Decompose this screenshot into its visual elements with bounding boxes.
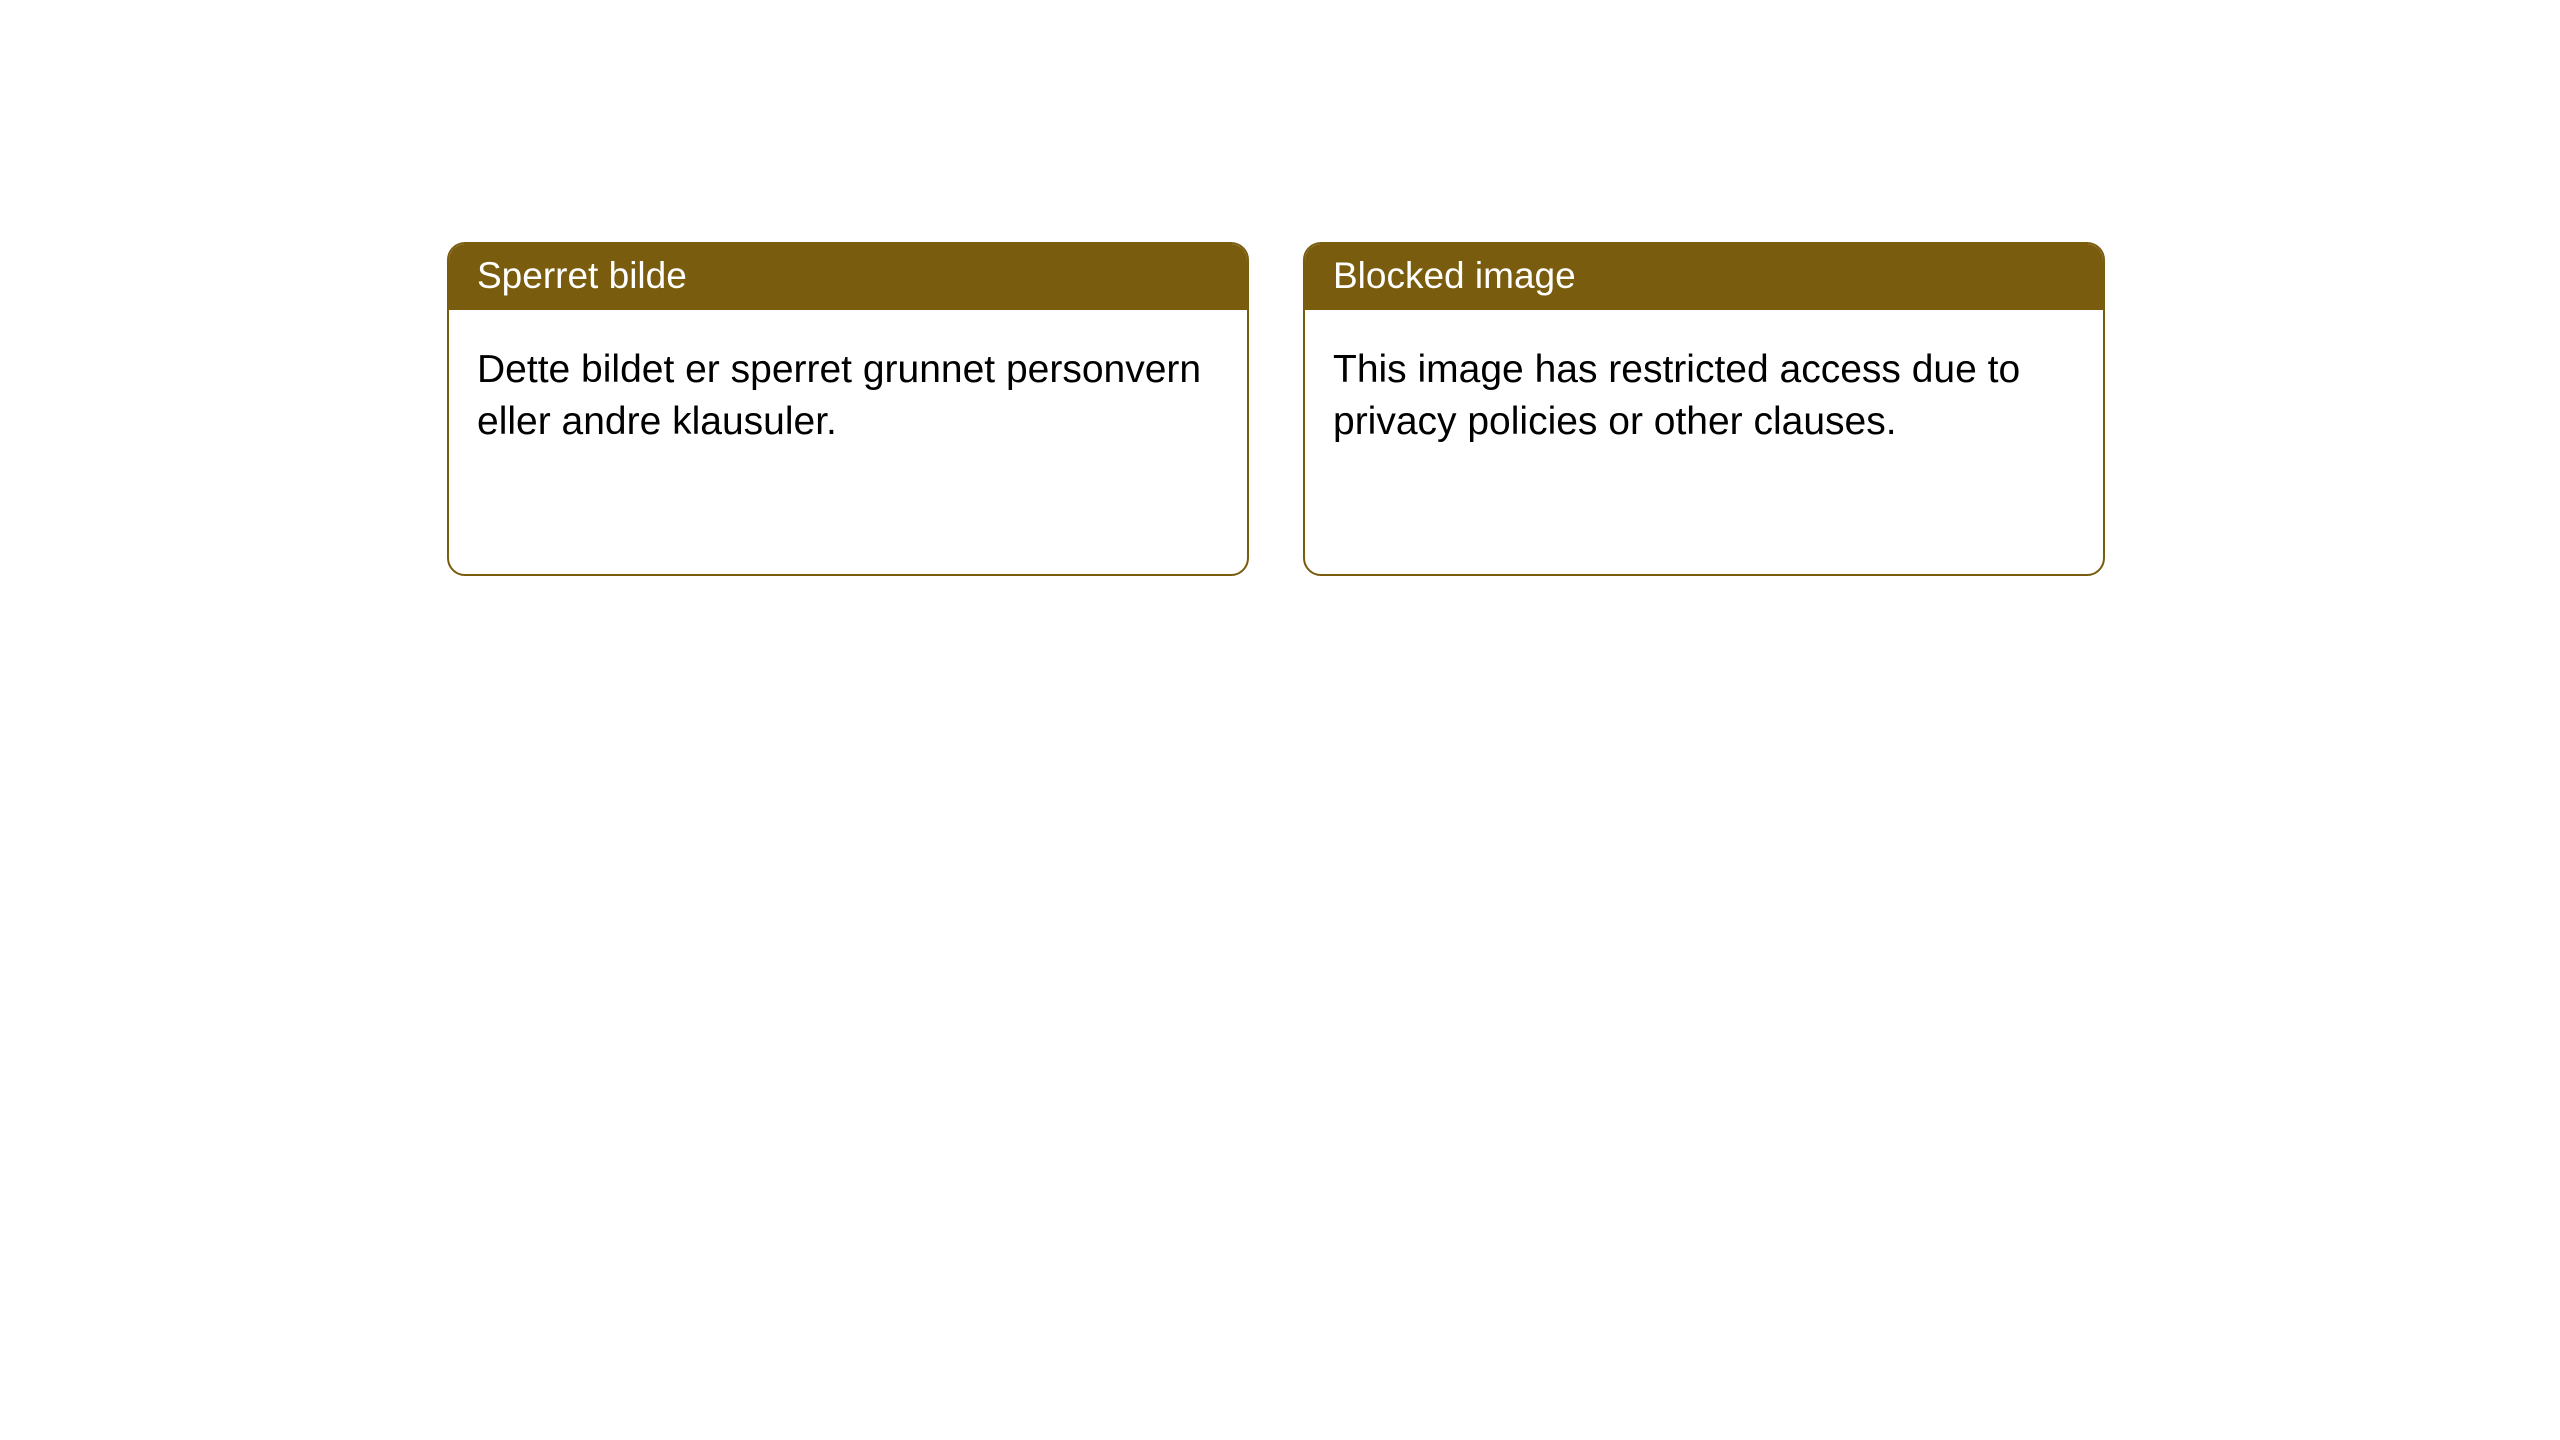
notice-body-norwegian: Dette bildet er sperret grunnet personve… [449,310,1247,481]
notice-body-english: This image has restricted access due to … [1305,310,2103,481]
notice-card-english: Blocked image This image has restricted … [1303,242,2105,576]
notice-container: Sperret bilde Dette bildet er sperret gr… [0,0,2560,576]
notice-card-norwegian: Sperret bilde Dette bildet er sperret gr… [447,242,1249,576]
notice-header-english: Blocked image [1305,244,2103,310]
notice-header-norwegian: Sperret bilde [449,244,1247,310]
